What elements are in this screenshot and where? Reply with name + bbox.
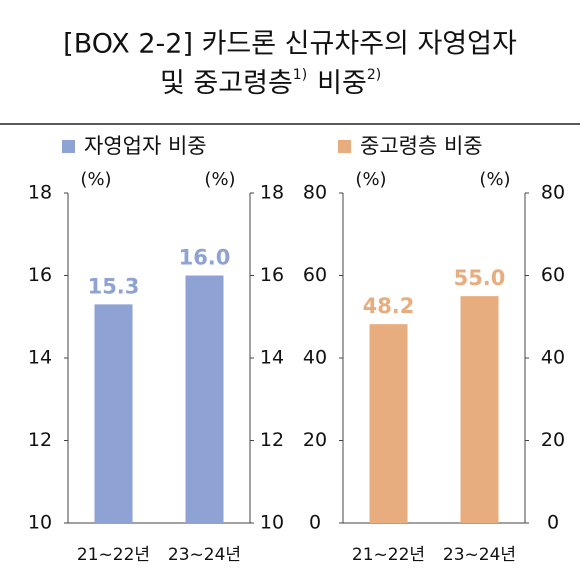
x-tick-label: 23~24년 bbox=[443, 545, 516, 565]
y2-axis-unit: (%) bbox=[204, 169, 235, 190]
bar bbox=[94, 304, 133, 523]
legend-label: 중고령층 비중 bbox=[360, 134, 483, 158]
footnote-mark: 1) bbox=[293, 67, 307, 83]
y2-axis-unit: (%) bbox=[479, 169, 510, 190]
y2-tick-label: 20 bbox=[541, 429, 565, 451]
y-tick-label: 60 bbox=[303, 264, 327, 286]
bar bbox=[369, 324, 408, 523]
value-label: 48.2 bbox=[363, 294, 415, 318]
y-tick-label: 18 bbox=[28, 182, 52, 204]
y-tick-label: 80 bbox=[303, 182, 327, 204]
y-tick-label: 16 bbox=[28, 264, 52, 286]
y2-tick-label: 16 bbox=[260, 264, 284, 286]
value-label: 16.0 bbox=[179, 246, 231, 270]
title-part: 및 중고령층 bbox=[160, 68, 293, 99]
x-tick-label: 23~24년 bbox=[168, 545, 241, 565]
footnote-mark: 2) bbox=[367, 67, 381, 83]
y-axis-unit: (%) bbox=[80, 169, 111, 190]
title: 및 중고령층1) 비중2) bbox=[160, 67, 381, 99]
y2-tick-label: 60 bbox=[541, 264, 565, 286]
legend-swatch bbox=[338, 140, 351, 153]
legend-label: 자영업자 비중 bbox=[84, 134, 207, 158]
title: [BOX 2-2] 카드론 신규차주의 자영업자 bbox=[63, 29, 517, 60]
legend-swatch bbox=[62, 140, 75, 153]
y-tick-label: 0 bbox=[309, 512, 321, 534]
y-tick-label: 20 bbox=[303, 429, 327, 451]
value-label: 15.3 bbox=[88, 274, 140, 298]
y2-tick-label: 12 bbox=[260, 429, 284, 451]
y-tick-label: 10 bbox=[28, 512, 52, 534]
y2-tick-label: 10 bbox=[260, 512, 284, 534]
y-tick-label: 12 bbox=[28, 429, 52, 451]
y2-tick-label: 18 bbox=[260, 182, 284, 204]
y-tick-label: 40 bbox=[303, 347, 327, 369]
bar bbox=[185, 275, 224, 523]
y2-tick-label: 80 bbox=[541, 182, 565, 204]
y-tick-label: 14 bbox=[28, 347, 52, 369]
value-label: 55.0 bbox=[454, 266, 506, 290]
bar bbox=[460, 296, 499, 523]
title-part: 비중 bbox=[317, 68, 367, 99]
y2-tick-label: 0 bbox=[547, 512, 559, 534]
y2-tick-label: 40 bbox=[541, 347, 565, 369]
y2-tick-label: 14 bbox=[260, 347, 284, 369]
x-tick-label: 21~22년 bbox=[77, 545, 150, 565]
y-axis-unit: (%) bbox=[355, 169, 386, 190]
x-tick-label: 21~22년 bbox=[352, 545, 425, 565]
